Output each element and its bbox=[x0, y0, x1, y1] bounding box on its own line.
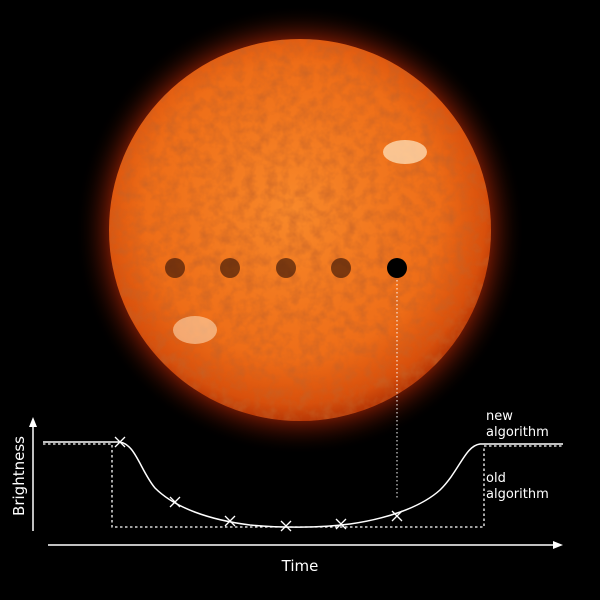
new-algorithm-curve bbox=[43, 441, 563, 528]
planet-shadow bbox=[276, 258, 296, 278]
x-axis-label: Time bbox=[281, 557, 319, 575]
planet-transit bbox=[165, 258, 407, 498]
x-mark-icon bbox=[335, 518, 347, 530]
sun-bright-region bbox=[383, 140, 427, 164]
y-axis-label: Brightness bbox=[10, 436, 28, 516]
old-algorithm-label: algorithm bbox=[486, 487, 549, 502]
old-algorithm-label: old bbox=[486, 471, 506, 486]
x-axis-arrow bbox=[553, 541, 563, 549]
planet-shadow bbox=[220, 258, 240, 278]
x-mark-icon bbox=[391, 510, 403, 522]
planet bbox=[387, 258, 407, 278]
new-algorithm-label: new bbox=[486, 409, 513, 424]
old-algorithm-curve bbox=[43, 443, 563, 528]
y-axis-arrow bbox=[29, 417, 37, 427]
x-mark-icon bbox=[114, 436, 126, 448]
x-mark-icon bbox=[169, 496, 181, 508]
planet-shadow bbox=[331, 258, 351, 278]
x-mark-icon bbox=[280, 520, 292, 532]
new-algorithm-label: algorithm bbox=[486, 425, 549, 440]
axes bbox=[29, 417, 563, 549]
planet-shadow bbox=[165, 258, 185, 278]
measurement-markers bbox=[114, 436, 403, 532]
x-mark-icon bbox=[224, 515, 236, 527]
sun-bright-region bbox=[173, 316, 217, 344]
sun bbox=[75, 5, 525, 455]
